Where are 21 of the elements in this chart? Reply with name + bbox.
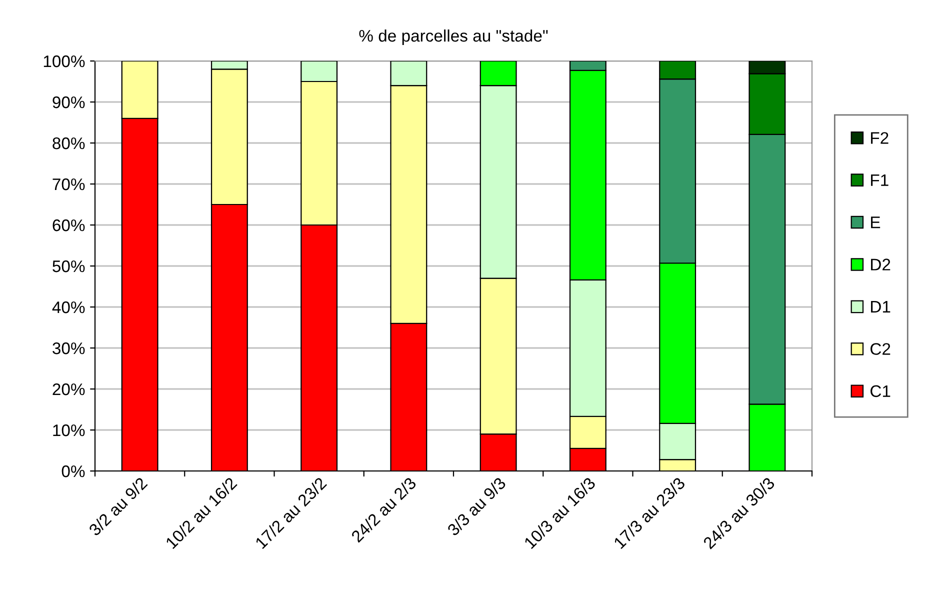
legend-label: D2 [871, 258, 890, 270]
y-tick-label: 80% [52, 137, 85, 150]
y-tick-label: 50% [52, 260, 85, 272]
x-tick-label: 3/2 au 9/2 [88, 476, 148, 536]
y-tick-label: 90% [52, 96, 85, 108]
legend-label: F1 [871, 174, 888, 186]
legend-label: C1 [870, 385, 890, 398]
legend-label: D1 [871, 301, 890, 313]
legend-label: E [871, 216, 880, 228]
y-tick-label: 10% [53, 424, 85, 436]
y-tick-label: 70% [52, 178, 85, 190]
y-tick-label: 100% [44, 55, 85, 68]
legend-label: C2 [870, 343, 890, 355]
y-tick-label: 0% [62, 465, 85, 478]
x-tick-label: 3/3 au 9/3 [446, 476, 506, 536]
y-tick-label: 30% [52, 342, 85, 354]
y-tick-label: 20% [52, 383, 85, 396]
y-tick-label: 60% [52, 219, 85, 232]
legend-label: F2 [871, 132, 888, 144]
chart-title: % de parcelles au "stade" [359, 29, 548, 46]
y-tick-label: 40% [52, 301, 85, 314]
